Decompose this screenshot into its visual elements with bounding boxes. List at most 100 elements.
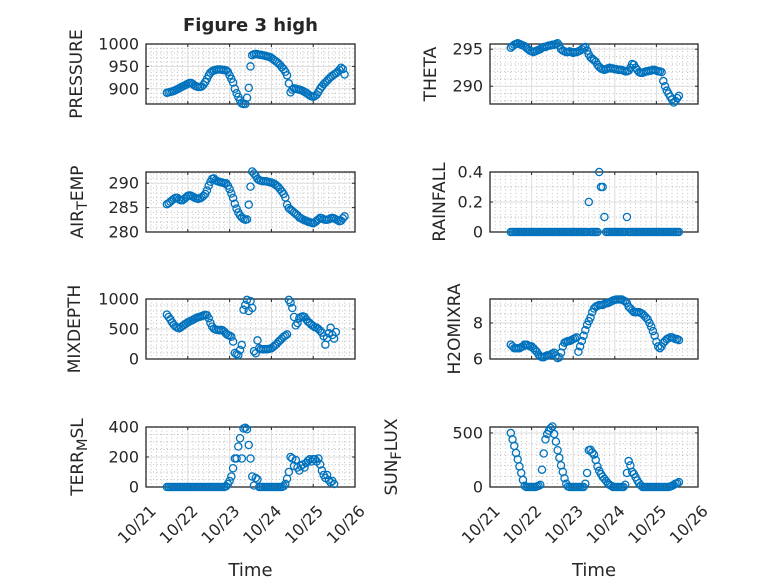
air_temp-data-point [204, 181, 213, 190]
x-tick-label: 10/22 [499, 501, 545, 547]
mixdepth-data-point [331, 327, 341, 337]
y-tick-label: 280 [108, 223, 139, 242]
subplot-air_temp: 280 285 290 AIRTEMP [68, 166, 356, 242]
sun_flux-data-point [588, 448, 597, 457]
h2omixra-data-point [674, 335, 684, 345]
x-tick-label: 10/25 [624, 501, 670, 547]
y-axis-label: AIRTEMP [68, 166, 91, 239]
theta-data-point [657, 67, 666, 77]
pressure-data-point [340, 70, 349, 79]
air_temp-data-point [244, 200, 254, 209]
y-tick-label: 950 [108, 57, 139, 76]
air_temp-data-point [246, 182, 255, 191]
y-axis-label-text: THETA [421, 46, 441, 102]
axes-box [489, 426, 699, 488]
sun_flux-data-point [553, 445, 562, 455]
air_temp-data-point [202, 186, 212, 195]
air_temp-data-point [242, 215, 252, 224]
air_temp-series [162, 167, 349, 228]
theta-data-point [660, 81, 670, 91]
terr_msl-data-point [310, 454, 320, 464]
y-axis-label: MIXDEPTH [65, 285, 85, 374]
x-tick-label: 10/24 [239, 501, 285, 547]
mixdepth-data-point [291, 321, 301, 330]
y-axis-label-text: MIXDEPTH [65, 285, 85, 374]
terr_msl-data-point [317, 466, 327, 475]
y-axis-label: THETA [421, 46, 441, 102]
rainfall-series [506, 167, 684, 237]
y-tick-label: 0 [473, 223, 483, 242]
rainfall-data-point [594, 167, 604, 177]
y-tick-label: 6 [473, 350, 483, 369]
pressure-data-point [244, 83, 254, 93]
terr_msl-data-point [281, 479, 290, 489]
terr_msl-data-point [227, 472, 236, 481]
sun_flux-data-point [539, 449, 548, 458]
terr_msl-data-point [228, 463, 238, 473]
y-axis-label-text: TERR [68, 451, 88, 497]
air_temp-data-point [225, 184, 234, 194]
axes-box [489, 298, 699, 360]
y-axis-label-text: SL [68, 418, 88, 439]
sun_flux-data-point [518, 475, 528, 485]
air_temp-data-point [227, 189, 236, 198]
terr_msl-data-point [279, 481, 288, 491]
rainfall-data-point [593, 227, 602, 237]
pressure-series [162, 49, 349, 109]
y-axis-label-text: PRESSURE [67, 29, 87, 118]
air_temp-data-point [338, 214, 348, 223]
mixdepth-data-point [282, 330, 292, 339]
x-tick-label: 10/26 [323, 501, 369, 547]
axes-box [145, 43, 356, 105]
y-axis-label-subscript: M [75, 439, 91, 452]
terr_msl-data-point [315, 460, 325, 469]
air_temp-data-point [232, 204, 241, 213]
terr_msl-data-point [300, 463, 309, 472]
pressure-data-point [230, 84, 240, 94]
y-tick-label: 500 [452, 423, 483, 442]
terr_msl-data-point [232, 454, 241, 463]
mixdepth-data-point [237, 340, 247, 350]
terr_msl-data-point [234, 442, 243, 451]
y-axis-label-text: AIR [68, 210, 88, 239]
theta-data-point [674, 91, 684, 101]
air_temp-data-point [228, 193, 238, 203]
y-tick-label: 0.2 [458, 193, 483, 212]
y-tick-label: 8 [473, 313, 483, 332]
mixdepth-data-point [286, 298, 295, 307]
sun_flux-data-point [582, 468, 592, 478]
air_temp-data-point [340, 212, 349, 221]
terr_msl-data-point [225, 476, 234, 486]
x-axis-label: Time [227, 560, 272, 581]
rainfall-data-point [600, 212, 609, 222]
subplot-pressure: 900 950 1000 PRESSURE Figure 3 high [67, 15, 356, 119]
h2omixra-data-point [577, 336, 587, 346]
sun_flux-data-point [674, 477, 684, 487]
figure-title: Figure 3 high [183, 15, 318, 36]
y-tick-label: 500 [108, 320, 139, 339]
y-tick-label: 200 [108, 448, 139, 467]
y-tick-label: 400 [108, 418, 139, 437]
x-tick-label: 10/24 [583, 501, 629, 547]
x-tick-label: 10/25 [281, 501, 327, 547]
y-tick-label: 290 [452, 77, 483, 96]
sun_flux-data-point [589, 450, 599, 459]
h2omixra-series [506, 295, 684, 363]
pressure-data-point [246, 62, 255, 71]
axes-box [489, 43, 699, 105]
h2omixra-data-point [648, 326, 658, 336]
x-tick-label: 10/23 [541, 501, 587, 547]
terr_msl-data-point [291, 455, 301, 465]
rainfall-data-point [598, 182, 607, 192]
sun_flux-data-point [555, 453, 564, 463]
terr_msl-data-point [284, 467, 294, 477]
terr_msl-data-point [322, 470, 332, 480]
h2omixra-data-point [555, 352, 564, 362]
sun_flux-data-point [534, 481, 543, 491]
x-tick-label: 10/26 [666, 501, 712, 547]
y-axis-label: SUNFLUX [382, 418, 405, 495]
h2omixra-data-point [646, 322, 656, 331]
sun_flux-data-point [560, 474, 569, 483]
